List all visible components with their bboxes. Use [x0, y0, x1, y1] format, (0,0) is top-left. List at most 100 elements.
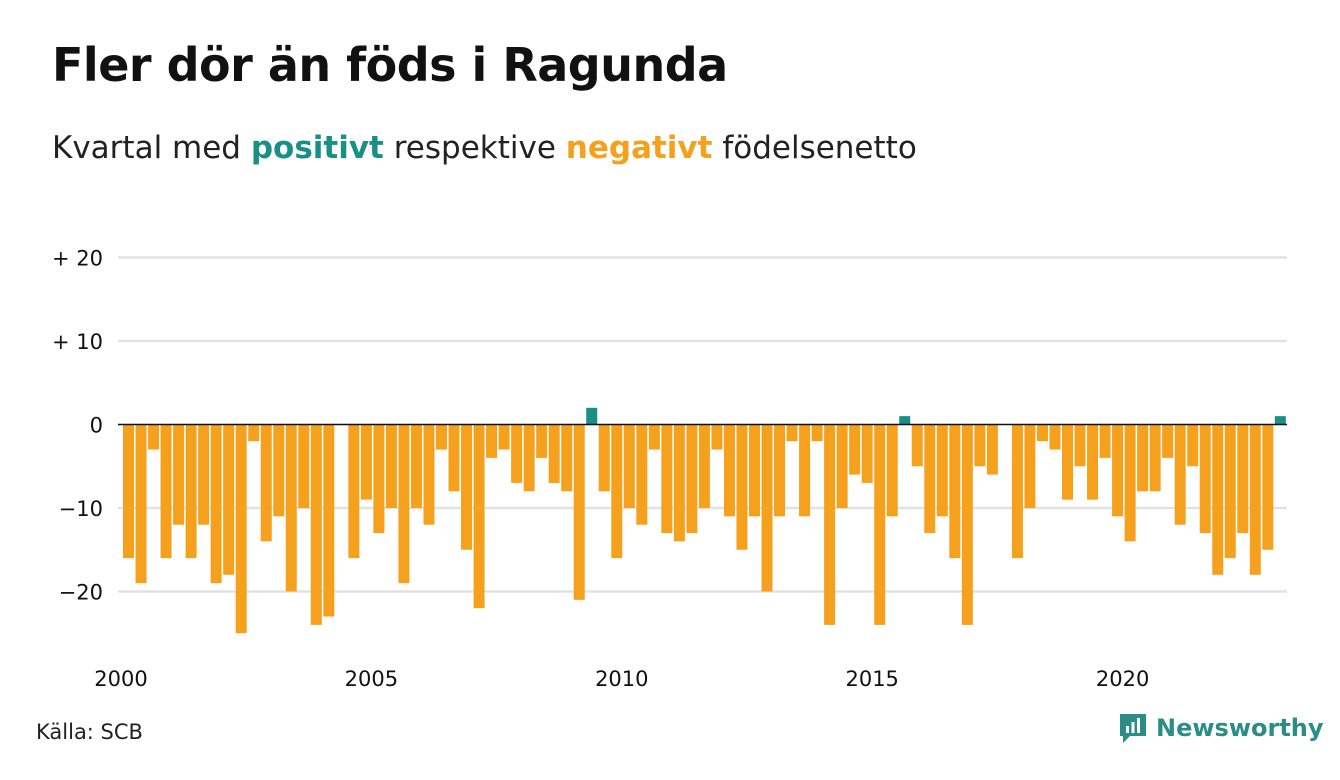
bar: [586, 407, 598, 425]
bar: [561, 424, 573, 492]
source-note: Källa: SCB: [36, 720, 143, 744]
bar: [849, 424, 861, 475]
bar: [410, 424, 422, 508]
bar: [874, 424, 886, 625]
bar: [698, 424, 710, 508]
bar: [511, 424, 523, 483]
bar: [436, 424, 447, 450]
subtitle-negative: negativt: [565, 130, 713, 166]
newsworthy-logo-icon: [1120, 714, 1146, 743]
bar: [398, 424, 410, 584]
bar: [423, 424, 435, 525]
bar: [799, 424, 811, 517]
bar: [1074, 424, 1086, 467]
bar: [310, 424, 322, 625]
bar: [1036, 424, 1048, 442]
bar: [924, 424, 936, 534]
brand-logo[interactable]: Newsworthy: [1118, 712, 1324, 744]
bar: [135, 424, 147, 584]
bar: [761, 424, 773, 592]
bar: [661, 424, 673, 534]
subtitle-text-2: respektive: [383, 130, 566, 166]
bar: [936, 424, 948, 517]
bar: [536, 424, 548, 458]
bar: [160, 424, 172, 559]
bar: [786, 424, 798, 442]
x-tick-label: 2010: [595, 667, 648, 691]
bar: [711, 424, 723, 450]
bar: [1174, 424, 1186, 525]
bar: [986, 424, 998, 475]
bar: [673, 424, 685, 542]
bar: [1087, 424, 1099, 500]
bar: [486, 424, 498, 458]
bar: [1062, 424, 1073, 500]
bar: [348, 424, 360, 559]
bar: [523, 424, 535, 492]
bar: [1274, 416, 1286, 425]
chart-title: Fler dör än föds i Ragunda: [52, 38, 728, 92]
bar: [548, 424, 560, 483]
bar: [824, 424, 836, 625]
bar: [1011, 424, 1023, 559]
bar: [598, 424, 610, 492]
bar: [123, 424, 134, 559]
bar: [260, 424, 272, 542]
bar: [1137, 424, 1149, 492]
x-tick-label: 2015: [845, 667, 898, 691]
bar: [1099, 424, 1111, 458]
bar: [185, 424, 197, 559]
bar: [360, 424, 372, 500]
bar: [899, 416, 911, 425]
bar: [1212, 424, 1224, 575]
bar: [1199, 424, 1211, 534]
bar: [273, 424, 285, 517]
bar: [285, 424, 297, 592]
bar: [861, 424, 873, 483]
bar: [1112, 424, 1124, 517]
bar: [774, 424, 786, 517]
bar: [1162, 424, 1174, 458]
subtitle-text-3: födelsenetto: [712, 130, 917, 166]
y-tick-label: + 10: [52, 330, 103, 354]
bar: [723, 424, 735, 517]
bar: [636, 424, 648, 525]
bar: [886, 424, 898, 517]
bar: [385, 424, 397, 508]
bar: [949, 424, 961, 559]
bar: [961, 424, 973, 625]
bar: [974, 424, 986, 467]
bar: [836, 424, 848, 508]
bar: [148, 424, 160, 450]
bar: [911, 424, 923, 467]
subtitle-text-1: Kvartal med: [52, 130, 251, 166]
bar: [1024, 424, 1036, 508]
bar: [811, 424, 823, 442]
bar: [173, 424, 185, 525]
bar: [1224, 424, 1236, 559]
y-tick-label: −10: [59, 497, 103, 521]
bar: [223, 424, 235, 575]
bar: [749, 424, 760, 517]
x-tick-label: 2000: [94, 667, 147, 691]
bar: [736, 424, 748, 550]
bar: [248, 424, 260, 442]
bar: [323, 424, 335, 617]
bar: [235, 424, 247, 634]
bar: [473, 424, 485, 609]
bar: [373, 424, 385, 534]
bar: [1237, 424, 1249, 534]
bar: [1124, 424, 1136, 542]
bar: [498, 424, 510, 450]
subtitle-positive: positivt: [250, 130, 384, 166]
bar: [210, 424, 222, 584]
bar: [686, 424, 698, 534]
bar: [648, 424, 660, 450]
bar: [1049, 424, 1061, 450]
x-tick-label: 2020: [1096, 667, 1149, 691]
y-tick-label: 0: [90, 414, 103, 438]
chart-subtitle: Kvartal med positivt respektive negativt…: [52, 130, 917, 166]
y-tick-label: + 20: [52, 247, 103, 271]
bar: [448, 424, 460, 492]
